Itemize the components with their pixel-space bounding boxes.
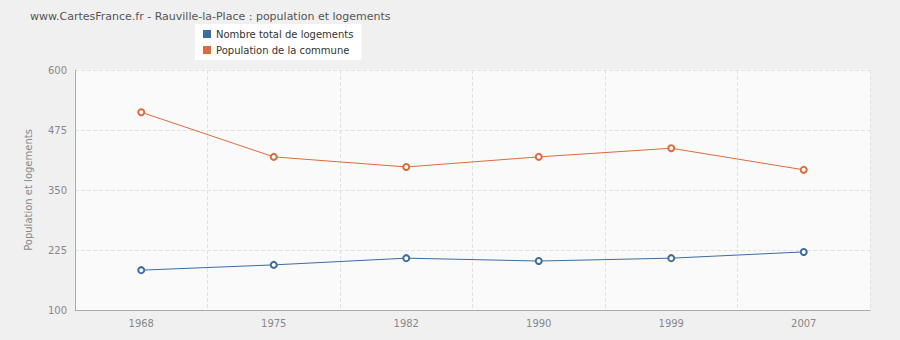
svg-text:1975: 1975 bbox=[261, 318, 286, 329]
svg-text:600: 600 bbox=[48, 65, 67, 76]
svg-text:1999: 1999 bbox=[659, 318, 684, 329]
svg-text:100: 100 bbox=[48, 305, 67, 316]
svg-text:1968: 1968 bbox=[129, 318, 154, 329]
svg-text:Nombre total de logements: Nombre total de logements bbox=[216, 29, 353, 40]
svg-text:Population de la commune: Population de la commune bbox=[216, 45, 349, 56]
svg-text:225: 225 bbox=[48, 245, 67, 256]
svg-text:475: 475 bbox=[48, 125, 67, 136]
svg-text:Population et logements: Population et logements bbox=[23, 129, 34, 251]
svg-text:www.CartesFrance.fr - Rauville: www.CartesFrance.fr - Rauville-la-Place … bbox=[30, 10, 391, 23]
svg-text:2007: 2007 bbox=[791, 318, 816, 329]
svg-text:1982: 1982 bbox=[394, 318, 419, 329]
svg-text:1990: 1990 bbox=[526, 318, 551, 329]
svg-text:350: 350 bbox=[48, 185, 67, 196]
